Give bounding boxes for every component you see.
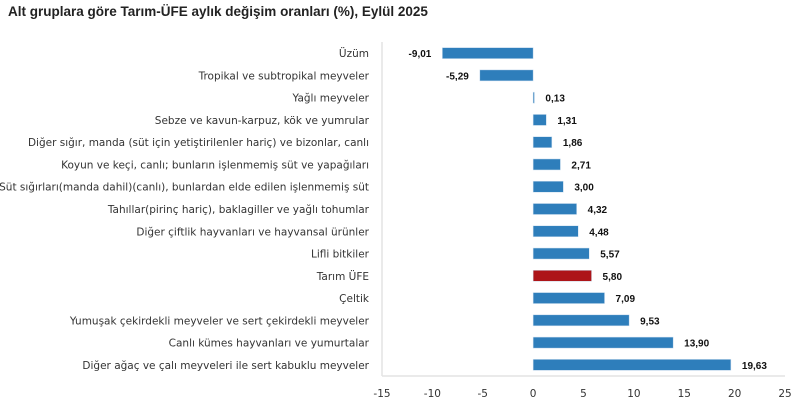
- x-tick-label: 25: [778, 388, 791, 400]
- category-label: Lifli bitkiler: [311, 249, 370, 261]
- bar: [532, 292, 605, 304]
- bar: [532, 247, 590, 260]
- data-label: 5,80: [603, 272, 623, 283]
- data-label: 4,48: [589, 227, 609, 238]
- bar: [532, 91, 535, 104]
- bar: [479, 69, 534, 82]
- data-label: 1,31: [557, 116, 577, 127]
- category-label: Tarım ÜFE: [316, 270, 369, 283]
- bar: [532, 336, 674, 349]
- chart-title: Alt gruplara göre Tarım-ÜFE aylık değişi…: [8, 4, 428, 19]
- bar: [532, 114, 547, 126]
- category-label: Sebze ve kavun-karpuz, kök ve yumrular: [155, 115, 370, 127]
- category-label: Diğer ağaç ve çalı meyveleri ile sert ka…: [82, 360, 369, 372]
- category-label: Yumuşak çekirdekli meyveler ve sert çeki…: [69, 315, 370, 327]
- data-label: 1,86: [563, 138, 583, 149]
- category-label: Çeltik: [339, 293, 370, 305]
- bar: [442, 47, 534, 59]
- bar: [532, 203, 577, 215]
- data-label: -5,29: [446, 71, 469, 82]
- data-label: 13,90: [684, 339, 709, 350]
- data-label: 4,32: [588, 205, 608, 216]
- category-label: Tahıllar(pirinç hariç), baklagiller ve y…: [107, 204, 370, 216]
- x-tick-label: 20: [728, 388, 741, 400]
- category-label: Üzüm: [339, 47, 369, 60]
- category-label: Süt sığırları(manda dahil)(canlı), bunla…: [0, 182, 369, 194]
- bar: [532, 136, 553, 148]
- data-label: 7,09: [616, 294, 636, 305]
- bar: [532, 225, 579, 238]
- category-label: Koyun ve keçi, canlı; bunların işlenmemi…: [61, 159, 369, 171]
- category-label: Canlı kümes hayvanları ve yumurtalar: [169, 338, 370, 350]
- x-tick-label: 15: [678, 388, 691, 400]
- bar: [532, 359, 732, 371]
- x-tick-label: -15: [373, 388, 390, 400]
- data-label: 5,57: [600, 250, 620, 261]
- x-tick-label: 5: [580, 388, 587, 400]
- x-tick-label: -10: [424, 388, 441, 400]
- x-tick-label: 10: [627, 388, 640, 400]
- data-label: 19,63: [742, 361, 767, 372]
- bar: [532, 180, 564, 193]
- bar: [532, 270, 592, 282]
- category-label: Diğer sığır, manda (süt için yetiştirile…: [28, 137, 369, 149]
- category-label: Tropikal ve subtropikal meyveler: [198, 70, 370, 82]
- bar: [532, 314, 630, 327]
- category-label: Yağlı meyveler: [291, 93, 369, 105]
- data-label: 2,71: [571, 160, 591, 171]
- x-tick-label: 0: [530, 388, 537, 400]
- data-label: 3,00: [574, 183, 594, 194]
- data-label: -9,01: [409, 49, 432, 60]
- bar: [532, 158, 561, 171]
- category-label: Diğer çiftlik hayvanları ve hayvansal ür…: [136, 226, 369, 238]
- data-label: 9,53: [640, 316, 660, 327]
- x-tick-label: -5: [478, 388, 488, 400]
- data-label: 0,13: [545, 94, 565, 105]
